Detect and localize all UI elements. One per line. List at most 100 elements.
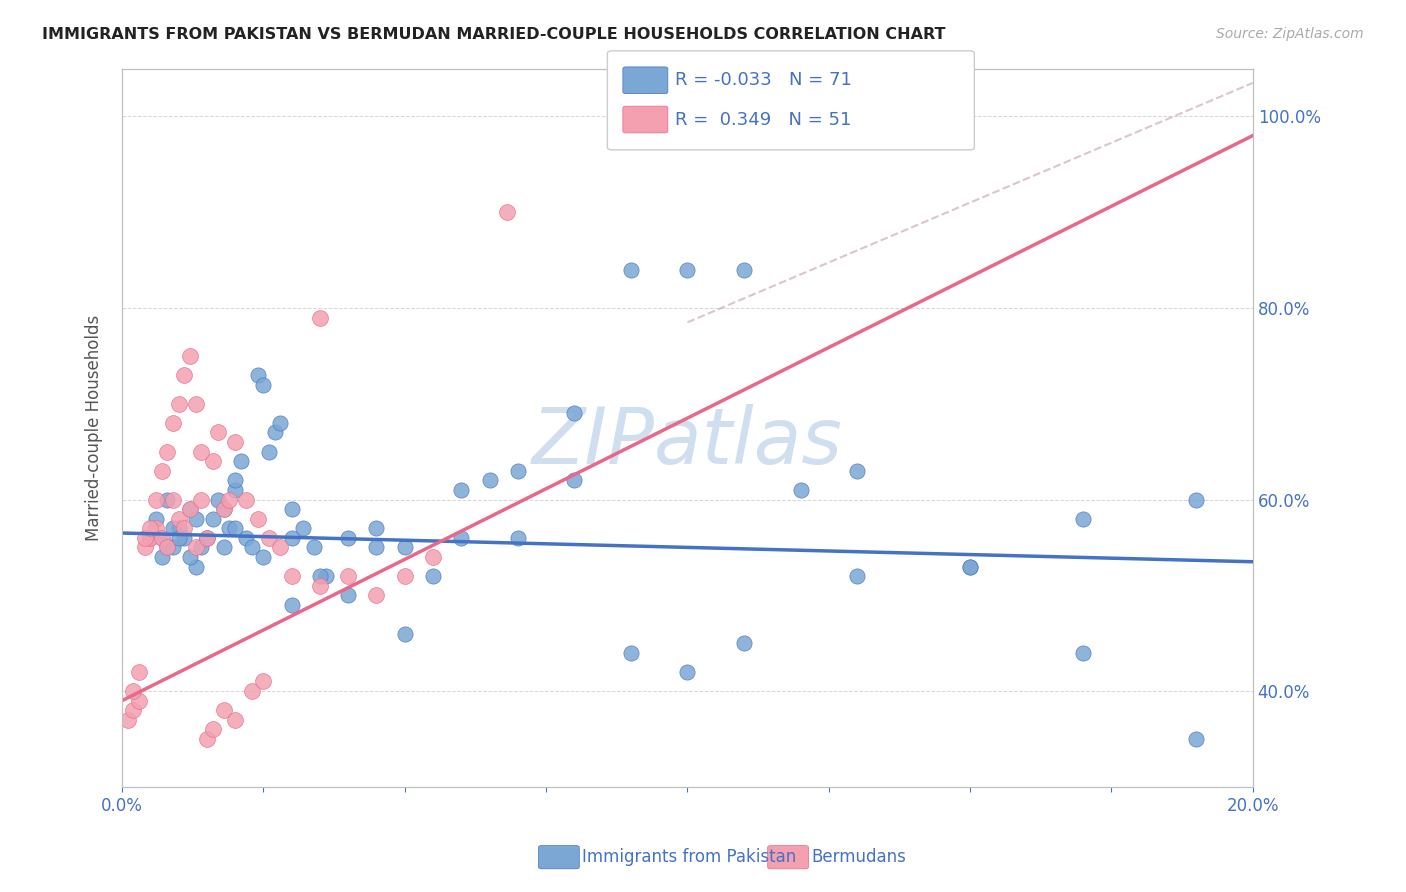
Text: IMMIGRANTS FROM PAKISTAN VS BERMUDAN MARRIED-COUPLE HOUSEHOLDS CORRELATION CHART: IMMIGRANTS FROM PAKISTAN VS BERMUDAN MAR…: [42, 27, 946, 42]
Point: [394, 541, 416, 555]
Text: R = -0.033   N = 71: R = -0.033 N = 71: [675, 71, 852, 89]
Point: [167, 511, 190, 525]
Point: [184, 559, 207, 574]
Point: [246, 368, 269, 382]
Point: [156, 444, 179, 458]
Point: [150, 464, 173, 478]
Point: [422, 549, 444, 564]
Point: [162, 521, 184, 535]
Point: [224, 483, 246, 497]
Point: [201, 723, 224, 737]
Point: [134, 531, 156, 545]
Point: [195, 531, 218, 545]
Point: [167, 521, 190, 535]
Point: [224, 713, 246, 727]
Point: [150, 531, 173, 545]
Point: [309, 569, 332, 583]
Point: [117, 713, 139, 727]
Y-axis label: Married-couple Households: Married-couple Households: [86, 315, 103, 541]
Point: [139, 521, 162, 535]
Point: [145, 511, 167, 525]
Point: [134, 541, 156, 555]
Point: [218, 521, 240, 535]
Point: [150, 549, 173, 564]
Point: [564, 474, 586, 488]
Point: [309, 579, 332, 593]
Point: [122, 703, 145, 717]
Point: [224, 435, 246, 450]
Point: [263, 425, 285, 440]
Point: [139, 531, 162, 545]
Point: [179, 549, 201, 564]
Point: [1185, 492, 1208, 507]
Point: [224, 474, 246, 488]
Point: [959, 559, 981, 574]
Point: [156, 541, 179, 555]
Point: [280, 502, 302, 516]
Point: [280, 569, 302, 583]
Point: [190, 492, 212, 507]
Point: [162, 416, 184, 430]
Point: [212, 502, 235, 516]
Point: [959, 559, 981, 574]
Point: [156, 541, 179, 555]
Point: [128, 665, 150, 679]
Point: [280, 598, 302, 612]
Point: [846, 464, 869, 478]
Point: [252, 377, 274, 392]
Point: [846, 569, 869, 583]
Point: [620, 646, 643, 660]
Point: [422, 569, 444, 583]
Point: [145, 521, 167, 535]
Point: [201, 454, 224, 468]
Point: [304, 541, 326, 555]
Point: [676, 262, 699, 277]
Point: [733, 262, 755, 277]
Point: [179, 502, 201, 516]
Point: [506, 531, 529, 545]
Point: [207, 492, 229, 507]
Point: [212, 703, 235, 717]
Point: [394, 626, 416, 640]
Point: [212, 502, 235, 516]
Text: Immigrants from Pakistan: Immigrants from Pakistan: [582, 848, 796, 866]
Point: [128, 693, 150, 707]
Point: [139, 531, 162, 545]
Point: [309, 310, 332, 325]
Point: [162, 541, 184, 555]
Point: [229, 454, 252, 468]
Point: [122, 684, 145, 698]
Point: [1071, 511, 1094, 525]
Point: [291, 521, 314, 535]
Point: [235, 492, 257, 507]
Point: [207, 425, 229, 440]
Point: [269, 416, 291, 430]
Point: [676, 665, 699, 679]
Point: [450, 483, 472, 497]
Point: [184, 541, 207, 555]
Point: [201, 511, 224, 525]
Point: [620, 262, 643, 277]
Point: [150, 531, 173, 545]
Point: [337, 531, 360, 545]
Point: [235, 531, 257, 545]
Point: [145, 492, 167, 507]
Point: [167, 397, 190, 411]
Point: [366, 521, 388, 535]
Point: [257, 531, 280, 545]
Point: [269, 541, 291, 555]
Point: [173, 521, 195, 535]
Point: [190, 444, 212, 458]
Point: [506, 464, 529, 478]
Point: [190, 541, 212, 555]
Point: [240, 541, 263, 555]
Point: [184, 397, 207, 411]
Point: [337, 588, 360, 602]
Point: [733, 636, 755, 650]
Point: [252, 674, 274, 689]
Point: [450, 531, 472, 545]
Point: [252, 549, 274, 564]
Point: [218, 492, 240, 507]
Point: [789, 483, 811, 497]
Point: [179, 349, 201, 363]
